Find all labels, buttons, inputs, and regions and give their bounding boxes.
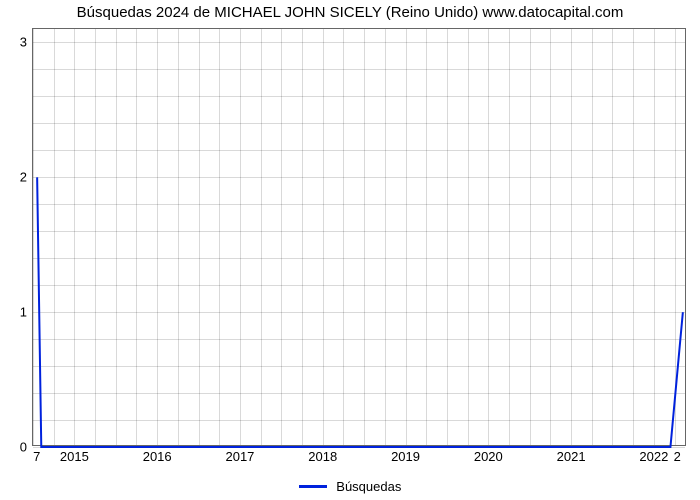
x-tick-label: 2020 — [474, 449, 503, 464]
legend-label: Búsquedas — [336, 479, 401, 494]
y-tick-label: 2 — [20, 170, 27, 185]
data-point-label: 2 — [674, 449, 681, 464]
plot-area: 01232015201620172018201920202021202272 — [32, 28, 686, 446]
x-tick-label: 2019 — [391, 449, 420, 464]
x-tick-label: 2021 — [557, 449, 586, 464]
legend-swatch — [299, 485, 327, 488]
data-line — [33, 29, 687, 447]
x-tick-label: 2017 — [225, 449, 254, 464]
y-tick-label: 1 — [20, 305, 27, 320]
data-point-label: 7 — [33, 449, 40, 464]
y-tick-label: 0 — [20, 440, 27, 455]
x-tick-label: 2018 — [308, 449, 337, 464]
legend: Búsquedas — [0, 478, 700, 494]
chart-title: Búsquedas 2024 de MICHAEL JOHN SICELY (R… — [0, 4, 700, 21]
x-tick-label: 2016 — [143, 449, 172, 464]
chart-container: Búsquedas 2024 de MICHAEL JOHN SICELY (R… — [0, 0, 700, 500]
y-tick-label: 3 — [20, 35, 27, 50]
x-tick-label: 2022 — [639, 449, 668, 464]
x-tick-label: 2015 — [60, 449, 89, 464]
